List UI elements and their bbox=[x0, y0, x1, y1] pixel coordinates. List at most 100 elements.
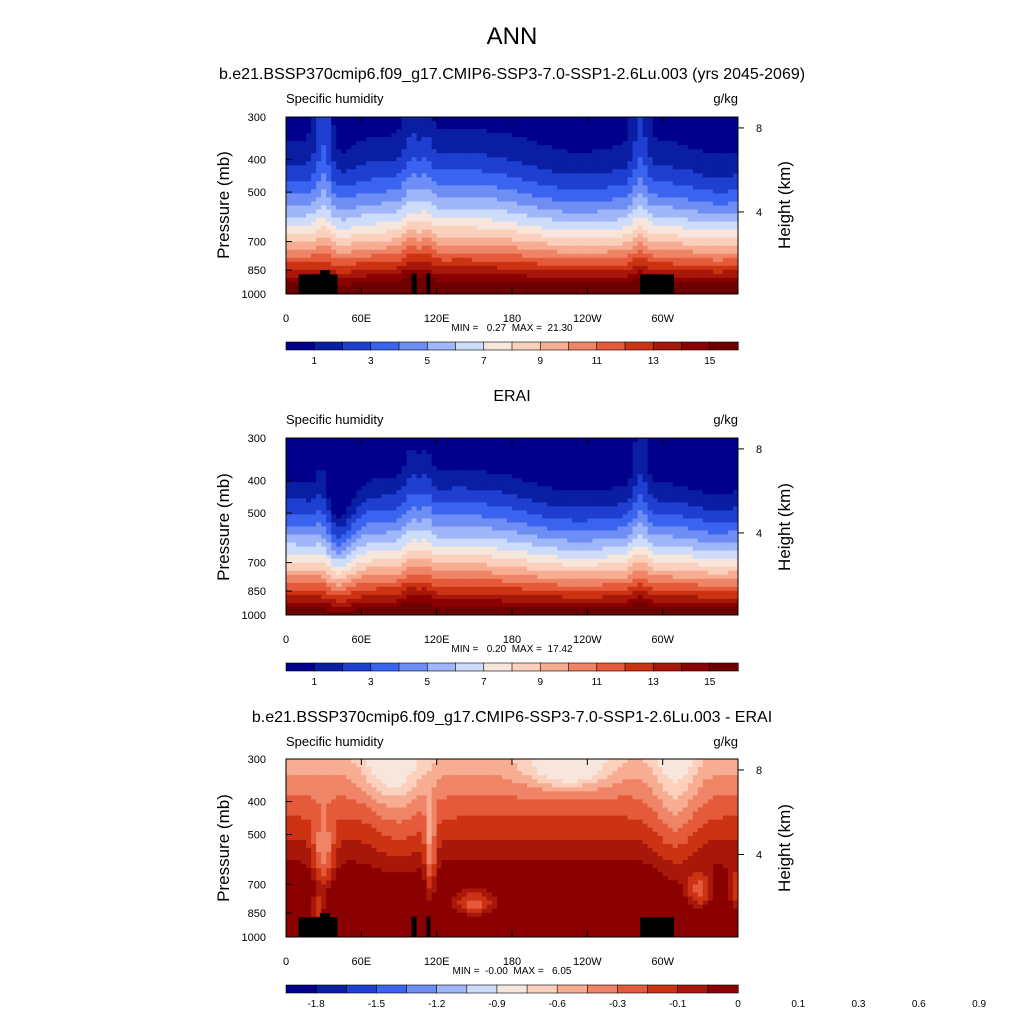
contour-cell bbox=[732, 121, 738, 126]
contour-cell bbox=[537, 193, 543, 199]
colorbar-swatch bbox=[568, 341, 598, 351]
contour-cell bbox=[567, 193, 573, 199]
contour-cell bbox=[727, 129, 734, 134]
contour-cell bbox=[386, 450, 393, 455]
contour-cell bbox=[652, 129, 659, 134]
contour-cell bbox=[346, 237, 352, 243]
contour-cell bbox=[642, 458, 649, 463]
contour-cell bbox=[697, 466, 704, 471]
contour-cell bbox=[496, 253, 503, 259]
contour-cell bbox=[532, 265, 538, 271]
contour-cell bbox=[386, 129, 393, 134]
contour-cell bbox=[592, 205, 598, 211]
contour-cell bbox=[461, 442, 468, 447]
contour-cell bbox=[512, 185, 518, 191]
contour-cell bbox=[426, 253, 433, 259]
colorbar-swatch bbox=[398, 341, 428, 351]
contour-cell bbox=[481, 241, 488, 247]
contour-cell bbox=[612, 125, 619, 130]
contour-cell bbox=[597, 229, 603, 235]
contour-cell bbox=[406, 454, 413, 459]
contour-cell bbox=[627, 269, 634, 275]
contour-cell bbox=[311, 173, 317, 178]
colorbar-label: 11 bbox=[592, 356, 603, 367]
contour-cell bbox=[396, 233, 403, 239]
contour-cell bbox=[286, 161, 292, 166]
contour-cell bbox=[687, 165, 694, 170]
contour-cell bbox=[326, 201, 332, 207]
contour-cell bbox=[401, 165, 408, 170]
contour-cell bbox=[501, 438, 508, 443]
contour-cell bbox=[562, 269, 568, 275]
contour-cell bbox=[662, 129, 669, 134]
contour-cell bbox=[461, 185, 468, 191]
contour-cell bbox=[351, 209, 357, 215]
contour-cell bbox=[707, 117, 714, 122]
contour-cell bbox=[677, 261, 684, 267]
contour-cell bbox=[722, 241, 729, 247]
contour-cell bbox=[356, 249, 362, 255]
contour-cell bbox=[597, 257, 603, 263]
contour-cell bbox=[491, 237, 498, 243]
contour-cell bbox=[527, 177, 533, 182]
contour-cell bbox=[697, 265, 704, 271]
contour-cell bbox=[486, 169, 493, 174]
contour-cell bbox=[496, 261, 503, 267]
contour-cell bbox=[301, 241, 307, 247]
contour-cell bbox=[517, 205, 523, 211]
contour-cell bbox=[527, 237, 533, 243]
contour-cell bbox=[396, 213, 403, 219]
contour-cell bbox=[401, 201, 408, 207]
contour-cell bbox=[512, 237, 518, 243]
contour-cell bbox=[517, 117, 523, 122]
contour-cell bbox=[537, 141, 543, 146]
contour-cell bbox=[537, 269, 543, 275]
contour-cell bbox=[406, 157, 413, 162]
contour-cell bbox=[517, 201, 523, 207]
contour-cell bbox=[386, 446, 393, 451]
contour-cell bbox=[712, 249, 719, 255]
contour-cell bbox=[632, 281, 639, 287]
contour-cell bbox=[647, 165, 654, 170]
contour-cell bbox=[326, 165, 332, 170]
contour-cell bbox=[642, 133, 649, 138]
contour-cell bbox=[652, 265, 659, 271]
contour-cell bbox=[622, 161, 629, 166]
x-tick-label: 120W bbox=[573, 313, 602, 325]
contour-cell bbox=[346, 229, 352, 235]
contour-cell bbox=[366, 225, 372, 231]
contour-cell bbox=[431, 185, 438, 191]
contour-cell bbox=[316, 265, 322, 271]
contour-cell bbox=[351, 129, 357, 134]
contour-cell bbox=[617, 205, 624, 211]
contour-cell bbox=[411, 209, 418, 215]
contour-cell bbox=[657, 237, 664, 243]
contour-cell bbox=[642, 261, 649, 267]
contour-cell bbox=[476, 253, 483, 259]
contour-cell bbox=[391, 221, 398, 227]
contour-cell bbox=[306, 133, 312, 138]
contour-cell bbox=[396, 241, 403, 247]
contour-cell bbox=[386, 237, 393, 243]
contour-cell bbox=[697, 141, 704, 146]
contour-cell bbox=[592, 253, 598, 259]
panel-title: ERAI bbox=[493, 388, 530, 405]
contour-cell bbox=[481, 149, 488, 154]
contour-cell bbox=[622, 213, 629, 219]
contour-cell bbox=[682, 438, 689, 443]
contour-cell bbox=[687, 133, 694, 138]
contour-cell bbox=[577, 125, 583, 130]
contour-cell bbox=[637, 157, 644, 162]
contour-cell bbox=[697, 197, 704, 203]
contour-cell bbox=[441, 213, 448, 219]
contour-cell bbox=[471, 205, 478, 211]
contour-cell bbox=[622, 446, 629, 451]
contour-cell bbox=[722, 161, 729, 166]
contour-cell bbox=[627, 245, 634, 251]
contour-cell bbox=[461, 117, 468, 122]
contour-cell bbox=[602, 442, 609, 447]
contour-cell bbox=[501, 133, 508, 138]
contour-cell bbox=[421, 281, 428, 287]
contour-cell bbox=[562, 129, 568, 134]
contour-cell bbox=[567, 438, 573, 443]
